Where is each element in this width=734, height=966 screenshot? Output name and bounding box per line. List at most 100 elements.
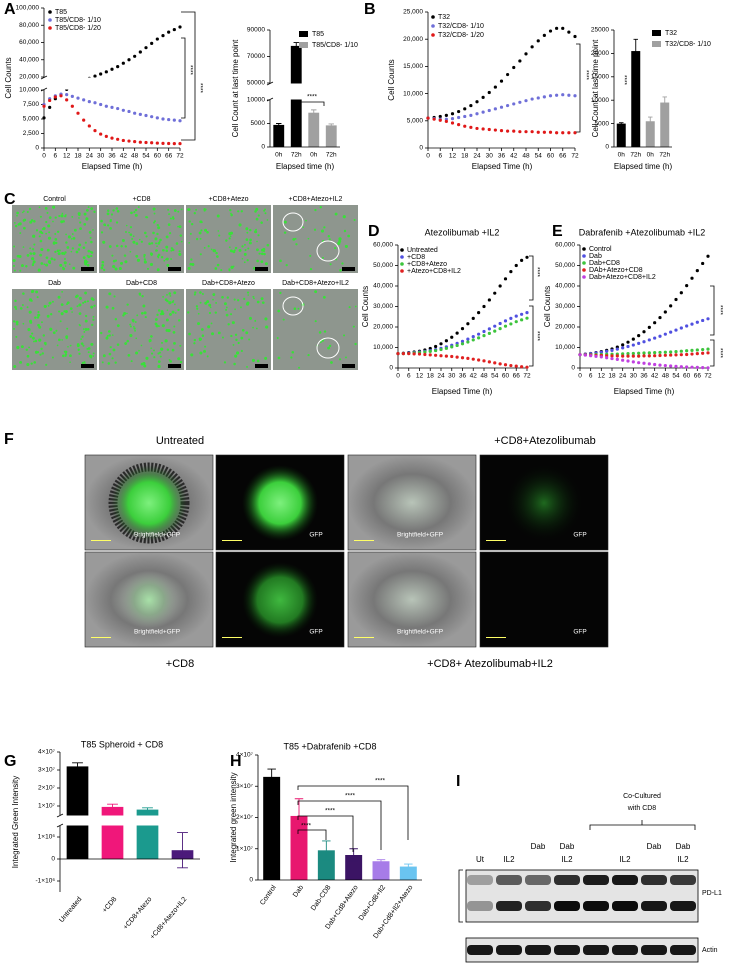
cell	[132, 320, 135, 323]
data-point	[542, 95, 546, 99]
cell	[54, 250, 57, 253]
significance-stars: ****	[716, 305, 723, 316]
cell	[129, 226, 133, 229]
cell	[32, 252, 36, 256]
cell	[145, 215, 148, 219]
data-point	[561, 93, 565, 97]
legend-marker	[48, 26, 52, 30]
data-point	[658, 363, 662, 367]
cell	[126, 312, 128, 315]
data-point	[610, 348, 614, 352]
x-tick-label: 12	[63, 153, 71, 160]
cell	[320, 229, 325, 233]
cell	[125, 231, 127, 233]
y-tick-label: 5000	[595, 120, 610, 127]
data-point	[512, 129, 516, 133]
cell	[115, 207, 119, 210]
x-tick-label: 12	[598, 373, 606, 380]
cell	[168, 292, 172, 295]
data-point	[499, 128, 504, 133]
cell	[264, 262, 268, 266]
cell	[32, 260, 36, 264]
data-point	[150, 115, 154, 119]
cell	[136, 314, 139, 317]
cell	[48, 301, 52, 305]
cell	[135, 337, 138, 340]
x-tick-label: Dab	[292, 884, 305, 899]
cell	[243, 261, 246, 264]
cell	[198, 231, 202, 235]
data-point	[685, 324, 689, 328]
cell	[31, 291, 33, 294]
bar	[399, 866, 417, 880]
cell	[86, 263, 90, 267]
cell	[43, 304, 47, 308]
cell	[245, 331, 249, 335]
cell	[154, 322, 158, 326]
cell	[241, 328, 245, 332]
cell	[266, 243, 270, 247]
gfp-signal	[506, 465, 582, 541]
cell	[244, 248, 247, 252]
cell	[26, 306, 29, 309]
data-point	[450, 112, 455, 116]
cell	[343, 229, 347, 233]
cell	[230, 265, 234, 269]
cell	[335, 258, 338, 261]
cell	[190, 258, 193, 261]
data-point	[594, 354, 598, 358]
cell	[78, 217, 80, 219]
cell	[90, 207, 94, 211]
data-point	[642, 361, 646, 365]
data-point	[110, 136, 114, 140]
significance-bracket	[710, 339, 715, 367]
cell	[111, 334, 114, 336]
cell	[48, 231, 51, 234]
cell	[78, 312, 82, 315]
cell	[78, 352, 81, 355]
cell	[109, 227, 112, 230]
cell	[283, 220, 287, 224]
data-point	[530, 130, 534, 134]
data-point	[477, 332, 481, 336]
data-point	[133, 111, 137, 115]
panel-letter: B	[364, 1, 376, 18]
cell	[329, 263, 332, 266]
y-tick-label: 10,000	[555, 344, 575, 351]
cell	[92, 298, 95, 301]
cell	[47, 236, 52, 240]
data-point	[481, 127, 485, 131]
cell	[174, 312, 177, 314]
data-point	[457, 109, 461, 114]
x-axis-label: Elapsed time (h)	[276, 162, 335, 171]
cell	[14, 305, 17, 309]
y-tick-label: 2×10⁷	[236, 814, 254, 821]
cell	[164, 339, 168, 343]
cell	[82, 256, 86, 259]
cell	[54, 216, 57, 219]
legend-marker	[299, 31, 308, 37]
cell	[197, 322, 201, 326]
cell	[138, 238, 141, 241]
cell	[153, 212, 156, 215]
data-point	[407, 352, 411, 356]
cell	[215, 251, 218, 255]
cell	[233, 298, 236, 301]
cell	[103, 223, 106, 227]
cell	[235, 338, 238, 342]
cell	[203, 349, 206, 353]
cell	[106, 224, 110, 227]
data-point	[482, 334, 486, 338]
data-point	[161, 34, 165, 38]
y-tick-label: 70000	[247, 53, 265, 60]
cell	[279, 259, 282, 263]
data-point	[438, 118, 442, 122]
cell	[92, 318, 95, 321]
x-tick-label: 54	[672, 373, 680, 380]
data-point	[155, 116, 159, 120]
data-point	[450, 117, 455, 121]
cell	[150, 252, 153, 255]
x-tick-label: 48	[131, 153, 139, 160]
significance-bracket	[181, 11, 196, 141]
cell	[199, 351, 203, 355]
